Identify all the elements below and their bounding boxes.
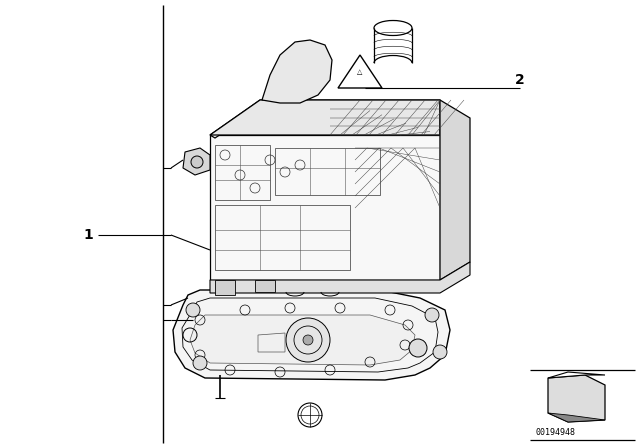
Polygon shape bbox=[262, 40, 332, 103]
Polygon shape bbox=[548, 372, 605, 378]
Text: △: △ bbox=[357, 69, 363, 75]
Polygon shape bbox=[215, 280, 235, 295]
Circle shape bbox=[303, 335, 313, 345]
Polygon shape bbox=[183, 148, 210, 175]
Polygon shape bbox=[548, 413, 605, 422]
Text: 00194948: 00194948 bbox=[535, 427, 575, 436]
Circle shape bbox=[191, 156, 203, 168]
Polygon shape bbox=[190, 315, 415, 365]
Circle shape bbox=[286, 318, 330, 362]
Circle shape bbox=[409, 339, 427, 357]
Polygon shape bbox=[173, 290, 450, 380]
Circle shape bbox=[193, 356, 207, 370]
Text: 2: 2 bbox=[515, 73, 525, 87]
Polygon shape bbox=[210, 100, 440, 138]
Polygon shape bbox=[255, 280, 275, 292]
Polygon shape bbox=[548, 375, 605, 422]
Polygon shape bbox=[210, 262, 470, 293]
Circle shape bbox=[186, 303, 200, 317]
Polygon shape bbox=[440, 100, 470, 280]
Polygon shape bbox=[210, 100, 440, 135]
Text: 1: 1 bbox=[83, 228, 93, 242]
Polygon shape bbox=[210, 135, 440, 280]
Circle shape bbox=[433, 345, 447, 359]
Circle shape bbox=[425, 308, 439, 322]
